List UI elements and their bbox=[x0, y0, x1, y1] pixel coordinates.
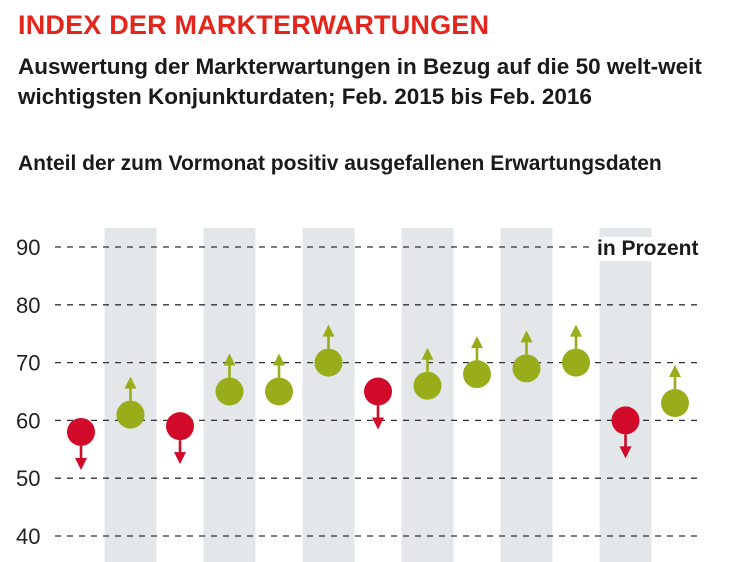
arrow-up-icon bbox=[421, 347, 434, 360]
arrow-down-icon bbox=[619, 446, 632, 459]
rise-marker bbox=[661, 365, 689, 418]
arrow-up-icon bbox=[520, 330, 533, 343]
y-axis-unit-label: in Prozent bbox=[593, 237, 703, 261]
data-point bbox=[314, 348, 343, 377]
rise-marker bbox=[562, 324, 590, 377]
arrow-up-icon bbox=[124, 376, 137, 389]
chart-measure-label: Anteil der zum Vormonat positiv ausgefal… bbox=[18, 152, 662, 175]
y-axis-ticks: 90 80 70 60 50 40 bbox=[16, 235, 40, 549]
data-point bbox=[116, 400, 145, 429]
y-tick-label: 60 bbox=[16, 408, 40, 433]
data-point bbox=[661, 389, 689, 418]
data-point bbox=[166, 412, 194, 441]
arrow-down-icon bbox=[75, 457, 87, 470]
data-point bbox=[463, 360, 491, 389]
y-tick-label: 80 bbox=[16, 293, 40, 318]
shaded-bands bbox=[104, 228, 652, 562]
y-tick-label: 40 bbox=[16, 524, 40, 549]
shaded-band bbox=[302, 228, 355, 562]
arrow-up-icon bbox=[223, 353, 236, 366]
data-point bbox=[562, 348, 590, 377]
rise-marker bbox=[314, 324, 343, 377]
arrow-up-icon bbox=[471, 336, 483, 349]
data-point bbox=[611, 406, 640, 435]
rise-marker bbox=[116, 376, 145, 429]
arrow-down-icon bbox=[174, 452, 186, 465]
rise-marker bbox=[463, 336, 491, 389]
data-point bbox=[512, 354, 541, 383]
y-tick-label: 70 bbox=[16, 351, 40, 376]
data-point bbox=[265, 377, 293, 406]
data-point bbox=[67, 417, 95, 446]
arrow-up-icon bbox=[570, 324, 582, 337]
y-tick-label: 90 bbox=[16, 235, 40, 260]
chart-subtitle: Auswertung der Markterwartungen in Bezug… bbox=[18, 54, 702, 109]
chart-title: INDEX DER MARKTERWARTUNGEN bbox=[18, 10, 490, 40]
data-point bbox=[215, 377, 244, 406]
shaded-band bbox=[599, 228, 652, 562]
rise-marker bbox=[512, 330, 541, 383]
fall-marker bbox=[364, 377, 392, 430]
rise-marker bbox=[265, 353, 293, 406]
data-markers bbox=[67, 324, 689, 470]
rise-marker bbox=[413, 347, 442, 400]
fall-marker bbox=[166, 412, 194, 465]
fall-marker bbox=[67, 417, 95, 470]
rise-marker bbox=[215, 353, 244, 406]
data-point bbox=[364, 377, 392, 406]
arrow-down-icon bbox=[372, 417, 384, 430]
arrow-up-icon bbox=[322, 324, 335, 337]
shaded-band bbox=[500, 228, 553, 562]
data-point bbox=[413, 371, 442, 400]
arrow-up-icon bbox=[669, 365, 681, 378]
arrow-up-icon bbox=[273, 353, 285, 366]
fall-marker bbox=[611, 406, 640, 459]
y-tick-label: 50 bbox=[16, 466, 40, 491]
